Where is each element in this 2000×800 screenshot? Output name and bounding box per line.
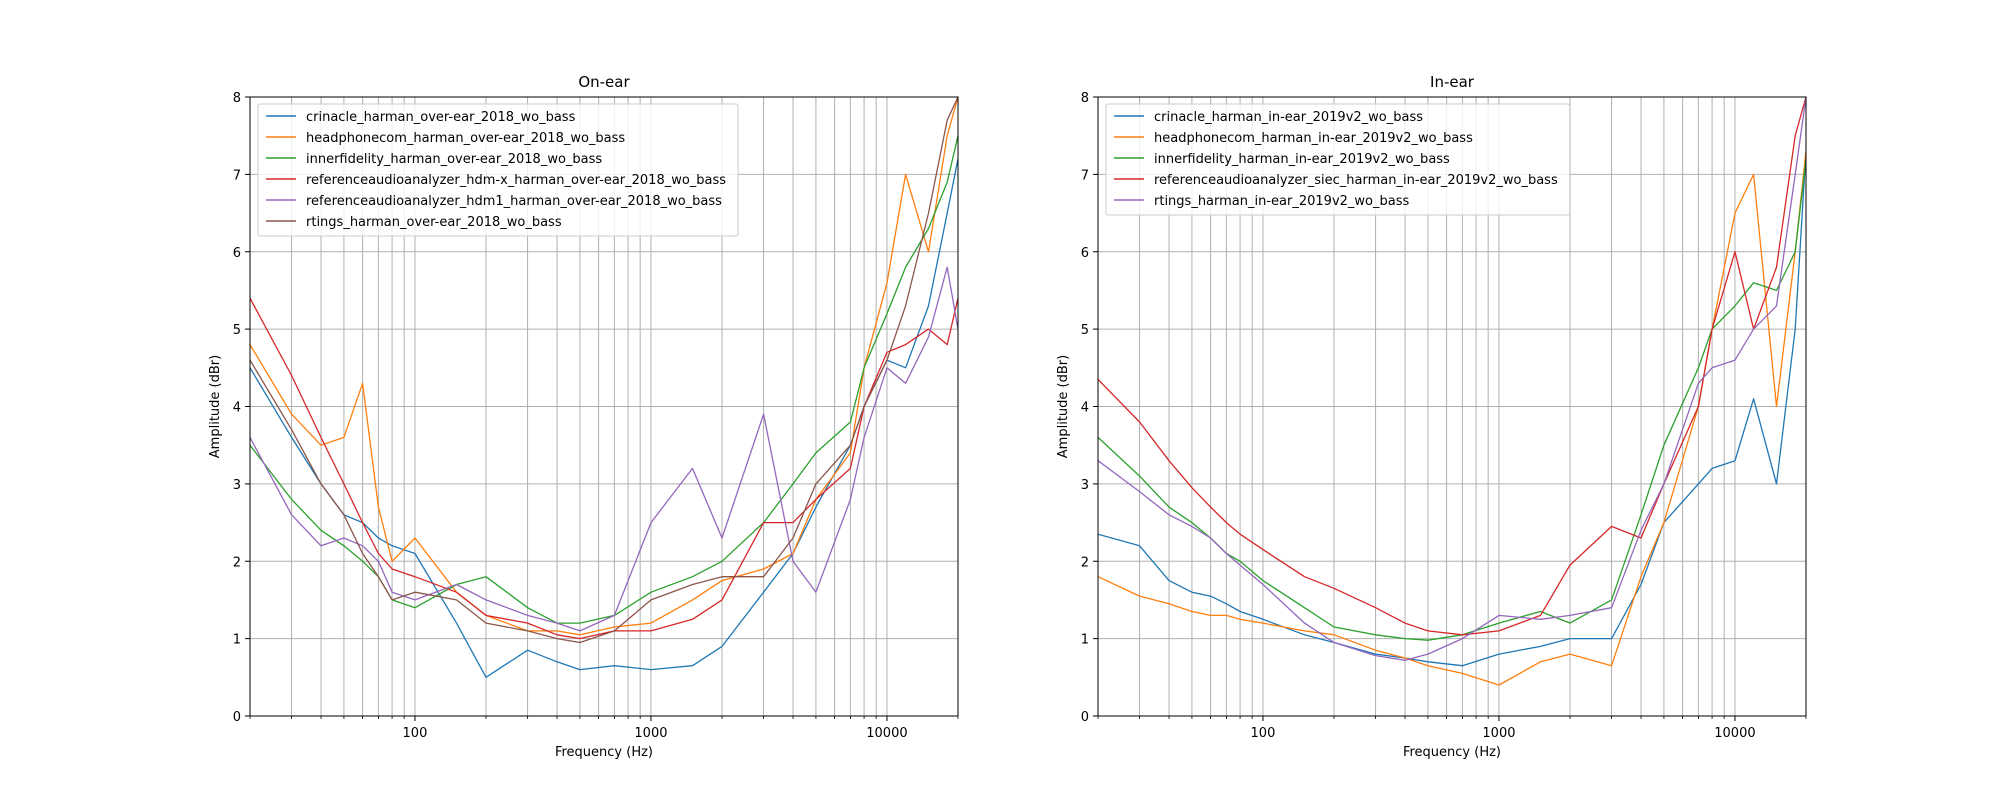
y-tick-label: 5 (1081, 323, 1089, 338)
axis-ticks: 100 1000 10000 0 1 2 3 4 5 6 7 8 (233, 91, 959, 741)
axis-ticks: 100 1000 10000 0 1 2 3 4 5 6 7 8 (1081, 91, 1807, 741)
series-line-4 (1098, 97, 1806, 661)
series-line-4 (250, 266, 958, 632)
y-tick-label: 0 (1081, 710, 1089, 725)
x-tick-label: 1000 (1482, 726, 1515, 741)
legend-label: referenceaudioanalyzer_hdm1_harman_over-… (306, 194, 722, 209)
y-tick-label: 8 (1081, 91, 1089, 106)
legend-label: rtings_harman_over-ear_2018_wo_bass (306, 215, 562, 230)
y-axis-label: Amplitude (dBr) (208, 355, 223, 458)
series-line-5 (250, 97, 958, 644)
series-line-1 (250, 97, 958, 636)
y-tick-label: 2 (233, 555, 241, 570)
y-tick-label: 6 (1081, 246, 1089, 261)
legend-label: headphonecom_harman_in-ear_2019v2_wo_bas… (1154, 131, 1473, 146)
legend-label: referenceaudioanalyzer_hdm-x_harman_over… (306, 173, 726, 188)
y-tick-label: 4 (1081, 401, 1089, 416)
x-axis-label: Frequency (Hz) (555, 745, 653, 760)
legend-label: rtings_harman_in-ear_2019v2_wo_bass (1154, 194, 1409, 209)
legend-box (1105, 103, 1571, 216)
legend-label: innerfidelity_harman_over-ear_2018_wo_ba… (306, 152, 602, 167)
legend-label: headphonecom_harman_over-ear_2018_wo_bas… (306, 131, 625, 146)
x-tick-label: 1000 (634, 726, 667, 741)
y-tick-label: 7 (233, 168, 241, 183)
y-tick-label: 3 (233, 478, 241, 493)
series-line-3 (1098, 97, 1806, 636)
plot-frame (1097, 96, 1807, 717)
legend-label: innerfidelity_harman_in-ear_2019v2_wo_ba… (1154, 152, 1450, 167)
x-tick-label: 10000 (1714, 726, 1755, 741)
legend-label: crinacle_harman_over-ear_2018_wo_bass (306, 110, 576, 125)
x-tick-label: 10000 (866, 726, 907, 741)
series-line-0 (1098, 151, 1806, 667)
y-tick-label: 0 (233, 710, 241, 725)
series-lines (250, 97, 958, 678)
chart-in-ear: 100 1000 10000 0 1 2 3 4 5 6 7 8 In-ear Frequency (… (1056, 73, 1807, 760)
y-tick-label: 4 (233, 401, 241, 416)
y-tick-label: 6 (233, 246, 241, 261)
x-tick-label: 100 (403, 726, 428, 741)
y-tick-label: 1 (1081, 633, 1089, 648)
series-lines (1098, 97, 1806, 686)
x-tick-label: 100 (1251, 726, 1276, 741)
legend: crinacle_harman_over-ear_2018_wo_basshea… (257, 103, 739, 237)
y-tick-label: 7 (1081, 168, 1089, 183)
plot-frame (249, 96, 959, 717)
series-line-1 (1098, 151, 1806, 686)
x-axis-label: Frequency (Hz) (1403, 745, 1501, 760)
y-axis-label: Amplitude (dBr) (1056, 355, 1071, 458)
y-tick-label: 1 (233, 633, 241, 648)
y-tick-label: 5 (233, 323, 241, 338)
y-tick-label: 3 (1081, 478, 1089, 493)
chart-title: On-ear (578, 73, 630, 91)
legend-label: referenceaudioanalyzer_siec_harman_in-ea… (1154, 173, 1558, 188)
chart-on-ear: 100 1000 10000 0 1 2 3 4 5 6 7 8 On-ear Frequency (… (208, 73, 959, 760)
legend: crinacle_harman_in-ear_2019v2_wo_basshea… (1105, 103, 1571, 216)
legend-label: crinacle_harman_in-ear_2019v2_wo_bass (1154, 110, 1423, 125)
y-tick-label: 8 (233, 91, 241, 106)
legend-box (257, 103, 739, 237)
chart-title: In-ear (1430, 73, 1475, 91)
y-tick-label: 2 (1081, 555, 1089, 570)
